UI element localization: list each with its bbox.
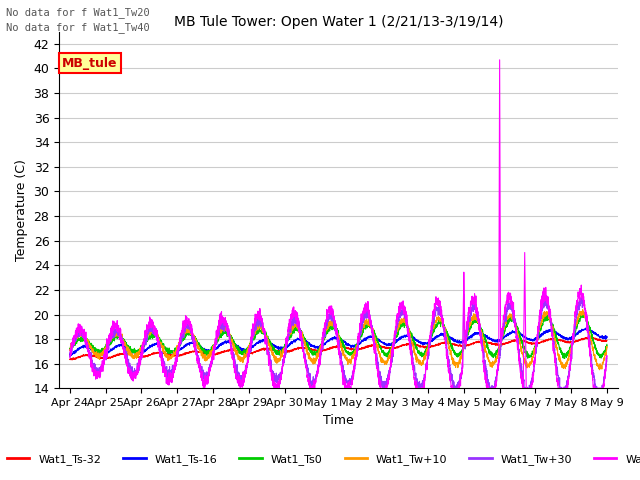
Legend: Wat1_Ts-32, Wat1_Ts-16, Wat1_Ts0, Wat1_Tw+10, Wat1_Tw+30, Wat1_Tw+50: Wat1_Ts-32, Wat1_Ts-16, Wat1_Ts0, Wat1_T… bbox=[3, 450, 640, 469]
X-axis label: Time: Time bbox=[323, 414, 354, 427]
Y-axis label: Temperature (C): Temperature (C) bbox=[15, 159, 28, 261]
Title: MB Tule Tower: Open Water 1 (2/21/13-3/19/14): MB Tule Tower: Open Water 1 (2/21/13-3/1… bbox=[173, 15, 503, 29]
Text: MB_tule: MB_tule bbox=[62, 57, 118, 70]
Text: No data for f Wat1_Tw40: No data for f Wat1_Tw40 bbox=[6, 22, 150, 33]
Text: No data for f Wat1_Tw20: No data for f Wat1_Tw20 bbox=[6, 7, 150, 18]
